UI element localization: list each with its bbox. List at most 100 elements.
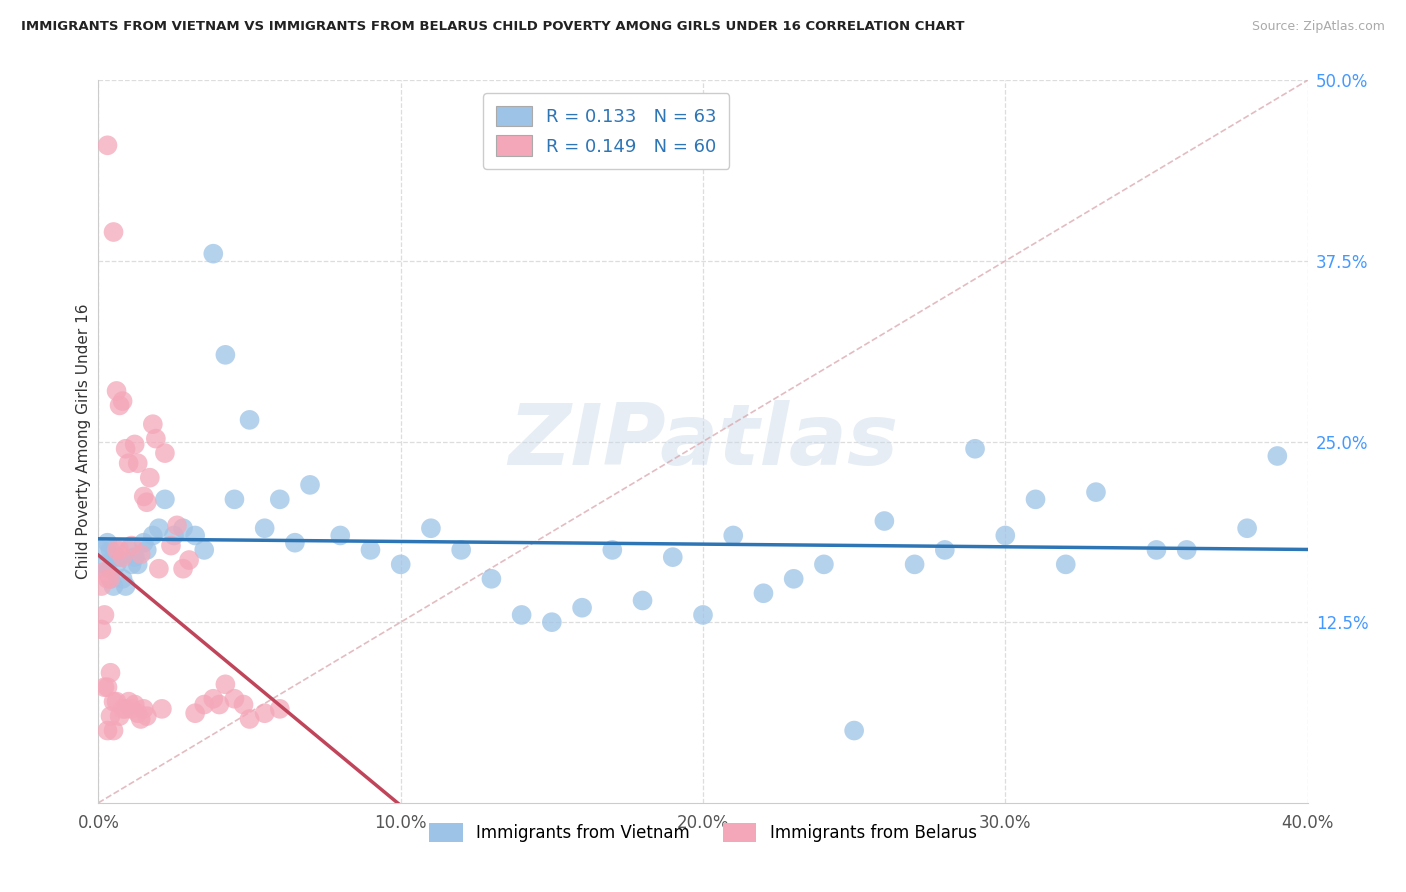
Point <box>994 528 1017 542</box>
Point <box>1054 558 1077 572</box>
Point <box>108 542 131 557</box>
Point <box>105 695 128 709</box>
Point <box>121 539 143 553</box>
Point <box>103 225 125 239</box>
Point <box>118 542 141 557</box>
Point <box>360 542 382 557</box>
Point <box>783 572 806 586</box>
Point <box>135 709 157 723</box>
Point <box>142 417 165 432</box>
Point <box>723 528 745 542</box>
Text: IMMIGRANTS FROM VIETNAM VS IMMIGRANTS FROM BELARUS CHILD POVERTY AMONG GIRLS UND: IMMIGRANTS FROM VIETNAM VS IMMIGRANTS FR… <box>21 20 965 33</box>
Point <box>224 492 246 507</box>
Point <box>132 490 155 504</box>
Point <box>602 542 624 557</box>
Point <box>96 138 118 153</box>
Point <box>96 572 118 586</box>
Point <box>96 565 118 579</box>
Point <box>172 521 194 535</box>
Point <box>111 572 134 586</box>
Point <box>124 550 146 565</box>
Point <box>100 665 122 680</box>
Point <box>111 702 134 716</box>
Point <box>540 615 562 630</box>
Legend: Immigrants from Vietnam, Immigrants from Belarus: Immigrants from Vietnam, Immigrants from… <box>423 816 983 848</box>
Point <box>127 706 149 721</box>
Point <box>129 547 152 561</box>
Point <box>239 712 262 726</box>
Point <box>253 706 276 721</box>
Point <box>193 542 215 557</box>
Point <box>135 495 157 509</box>
Point <box>111 394 134 409</box>
Point <box>1144 542 1167 557</box>
Point <box>172 562 194 576</box>
Point <box>105 384 128 398</box>
Point <box>132 702 155 716</box>
Point <box>153 492 176 507</box>
Point <box>108 550 131 565</box>
Point <box>160 539 183 553</box>
Point <box>813 558 835 572</box>
Point <box>93 680 115 694</box>
Point <box>100 572 122 586</box>
Point <box>100 542 122 557</box>
Point <box>96 535 118 549</box>
Point <box>269 492 291 507</box>
Point <box>571 600 593 615</box>
Point <box>114 442 136 456</box>
Point <box>239 413 262 427</box>
Point <box>510 607 533 622</box>
Point <box>253 521 276 535</box>
Point <box>124 698 146 712</box>
Point <box>389 558 412 572</box>
Point <box>661 550 683 565</box>
Point <box>284 535 307 549</box>
Point <box>179 553 201 567</box>
Point <box>150 702 173 716</box>
Point <box>124 437 146 451</box>
Point <box>450 542 472 557</box>
Point <box>105 558 128 572</box>
Text: Source: ZipAtlas.com: Source: ZipAtlas.com <box>1251 20 1385 33</box>
Point <box>90 542 112 557</box>
Point <box>844 723 866 738</box>
Point <box>114 579 136 593</box>
Point <box>184 528 207 542</box>
Point <box>103 695 125 709</box>
Point <box>269 702 291 716</box>
Point <box>1236 521 1258 535</box>
Point <box>90 579 112 593</box>
Point <box>214 348 236 362</box>
Point <box>166 518 188 533</box>
Point <box>481 572 503 586</box>
Point <box>224 691 246 706</box>
Point <box>631 593 654 607</box>
Point <box>202 691 225 706</box>
Point <box>118 456 141 470</box>
Point <box>184 706 207 721</box>
Point <box>111 550 134 565</box>
Point <box>208 698 231 712</box>
Point <box>103 723 125 738</box>
Point <box>132 535 155 549</box>
Point <box>96 723 118 738</box>
Point <box>93 565 115 579</box>
Point <box>329 528 352 542</box>
Point <box>153 446 176 460</box>
Point <box>108 398 131 412</box>
Point <box>127 456 149 470</box>
Point <box>103 579 125 593</box>
Point <box>93 607 115 622</box>
Point <box>139 470 162 484</box>
Point <box>163 528 186 542</box>
Point <box>420 521 443 535</box>
Point <box>148 562 170 576</box>
Point <box>121 558 143 572</box>
Point <box>193 698 215 712</box>
Point <box>965 442 987 456</box>
Point <box>118 695 141 709</box>
Point <box>105 542 128 557</box>
Point <box>1085 485 1108 500</box>
Point <box>148 521 170 535</box>
